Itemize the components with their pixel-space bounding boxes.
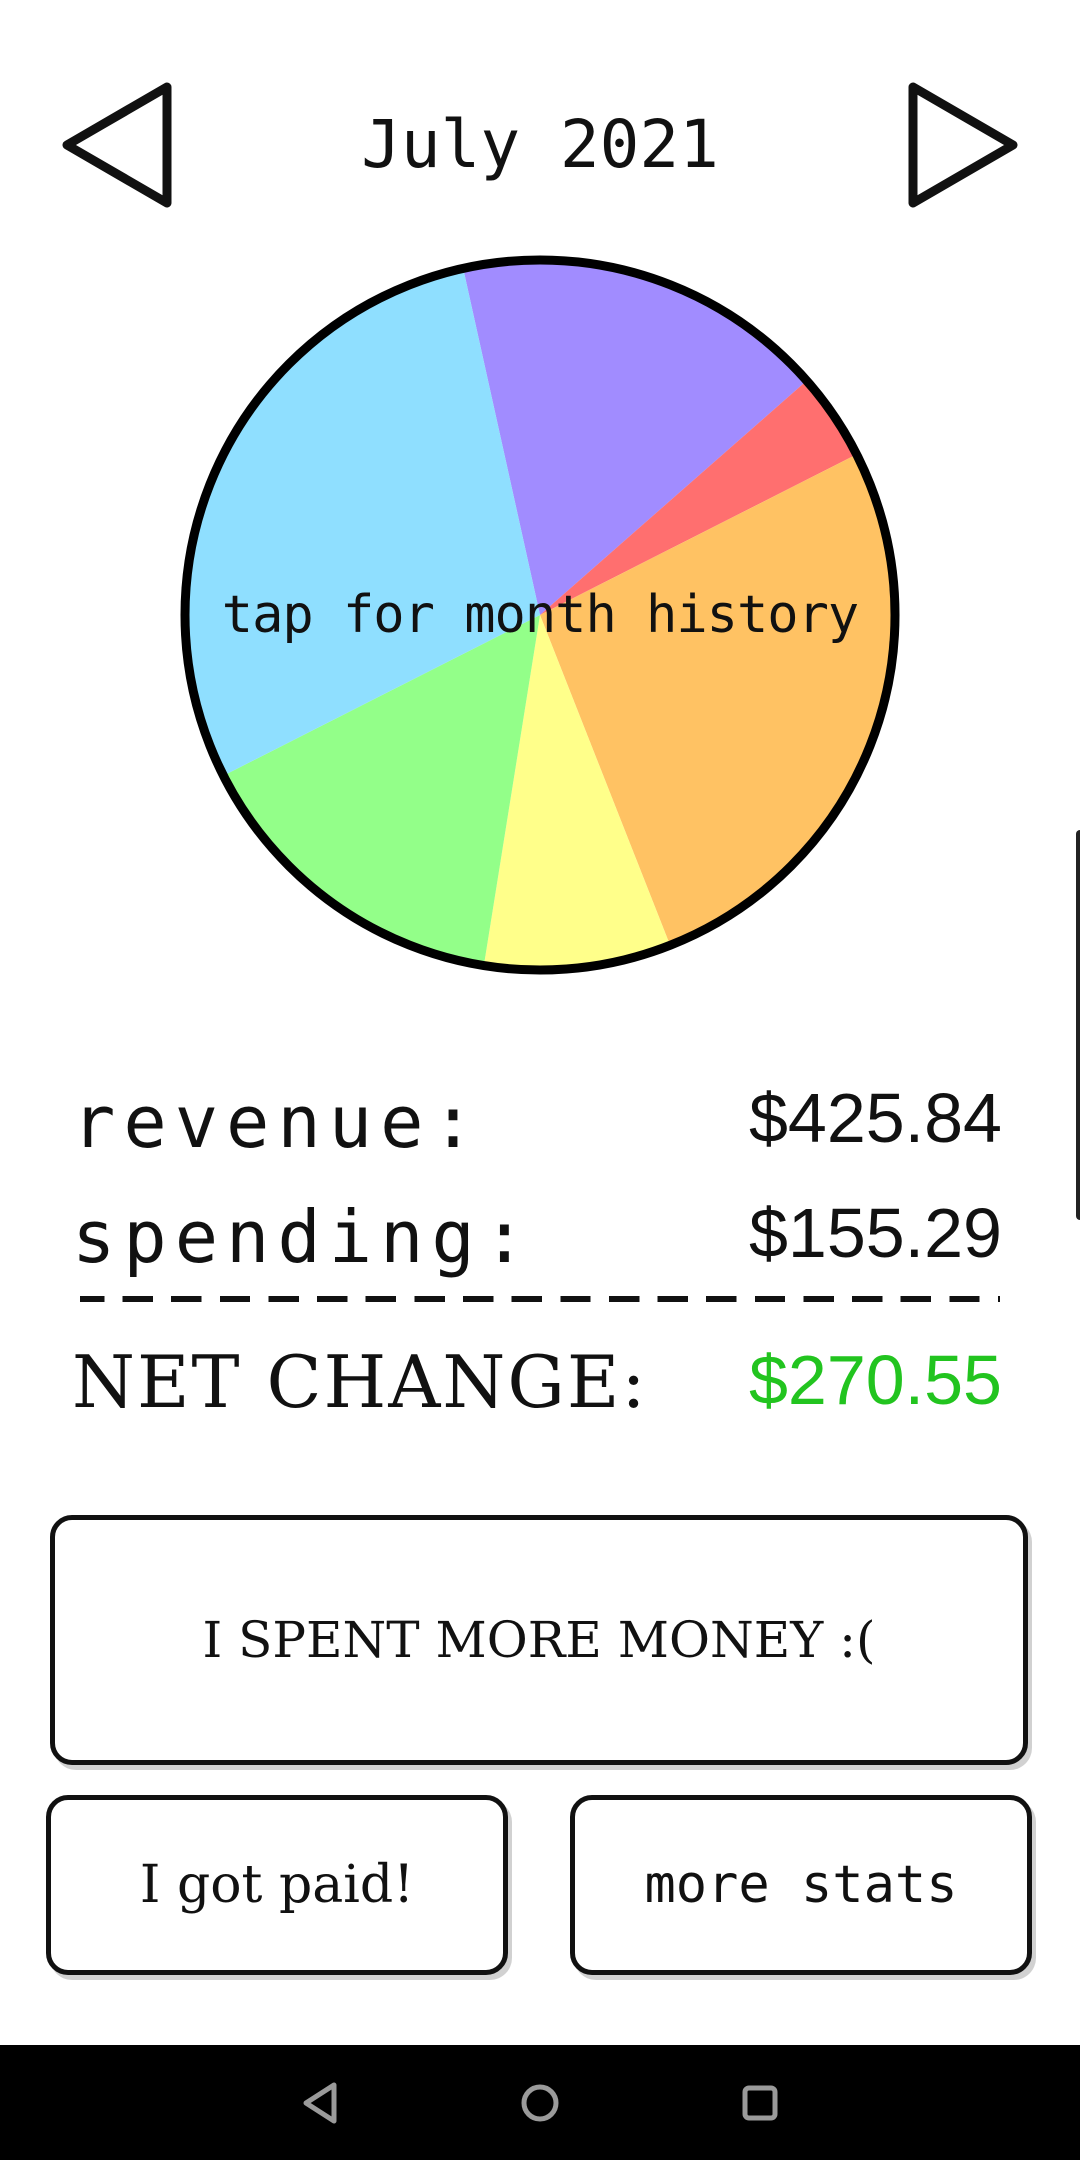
- spent-more-money-button[interactable]: I SPENT MORE MONEY :(: [50, 1515, 1028, 1765]
- pie-slice-3: [540, 454, 895, 946]
- net-change-value: $270.55: [748, 1341, 1002, 1419]
- pie-slice-1: [463, 260, 807, 615]
- revenue-label: revenue:: [72, 1080, 483, 1164]
- system-navigation-bar: [0, 2045, 1080, 2160]
- spent-button-label: I SPENT MORE MONEY :(: [202, 1611, 876, 1669]
- pie-outline: [180, 255, 900, 975]
- month-title: July 2021: [361, 106, 719, 183]
- spending-label: spending:: [72, 1195, 535, 1279]
- pie-slice-2: [540, 380, 857, 615]
- got-paid-button[interactable]: I got paid!: [46, 1795, 508, 1975]
- triangle-right-icon: [908, 82, 1018, 208]
- system-home-button[interactable]: [510, 2073, 570, 2133]
- pie-hint-text: tap for month history: [221, 585, 859, 645]
- spending-value: $155.29: [748, 1194, 1002, 1272]
- next-month-button[interactable]: [895, 75, 1025, 215]
- previous-month-button[interactable]: [55, 75, 185, 215]
- pie-slice-4: [483, 615, 671, 970]
- pie-chart-svg: [180, 255, 900, 975]
- more-stats-button[interactable]: more stats: [570, 1795, 1032, 1975]
- stats-button-label: more stats: [644, 1855, 958, 1915]
- edge-drawer-handle[interactable]: [1076, 830, 1080, 1220]
- home-circle-icon: [521, 2084, 559, 2122]
- recents-square-icon: [742, 2085, 778, 2121]
- net-change-label: NET CHANGE:: [72, 1340, 648, 1424]
- paid-button-label: I got paid!: [139, 1855, 415, 1915]
- month-pie-chart[interactable]: tap for month history: [175, 250, 905, 980]
- revenue-value: $425.84: [748, 1079, 1002, 1157]
- triangle-left-icon: [62, 82, 172, 208]
- totals-divider: [80, 1296, 1000, 1302]
- back-triangle-icon: [303, 2082, 337, 2124]
- system-back-button[interactable]: [290, 2073, 350, 2133]
- system-recents-button[interactable]: [730, 2073, 790, 2133]
- pie-slice-6: [185, 268, 540, 776]
